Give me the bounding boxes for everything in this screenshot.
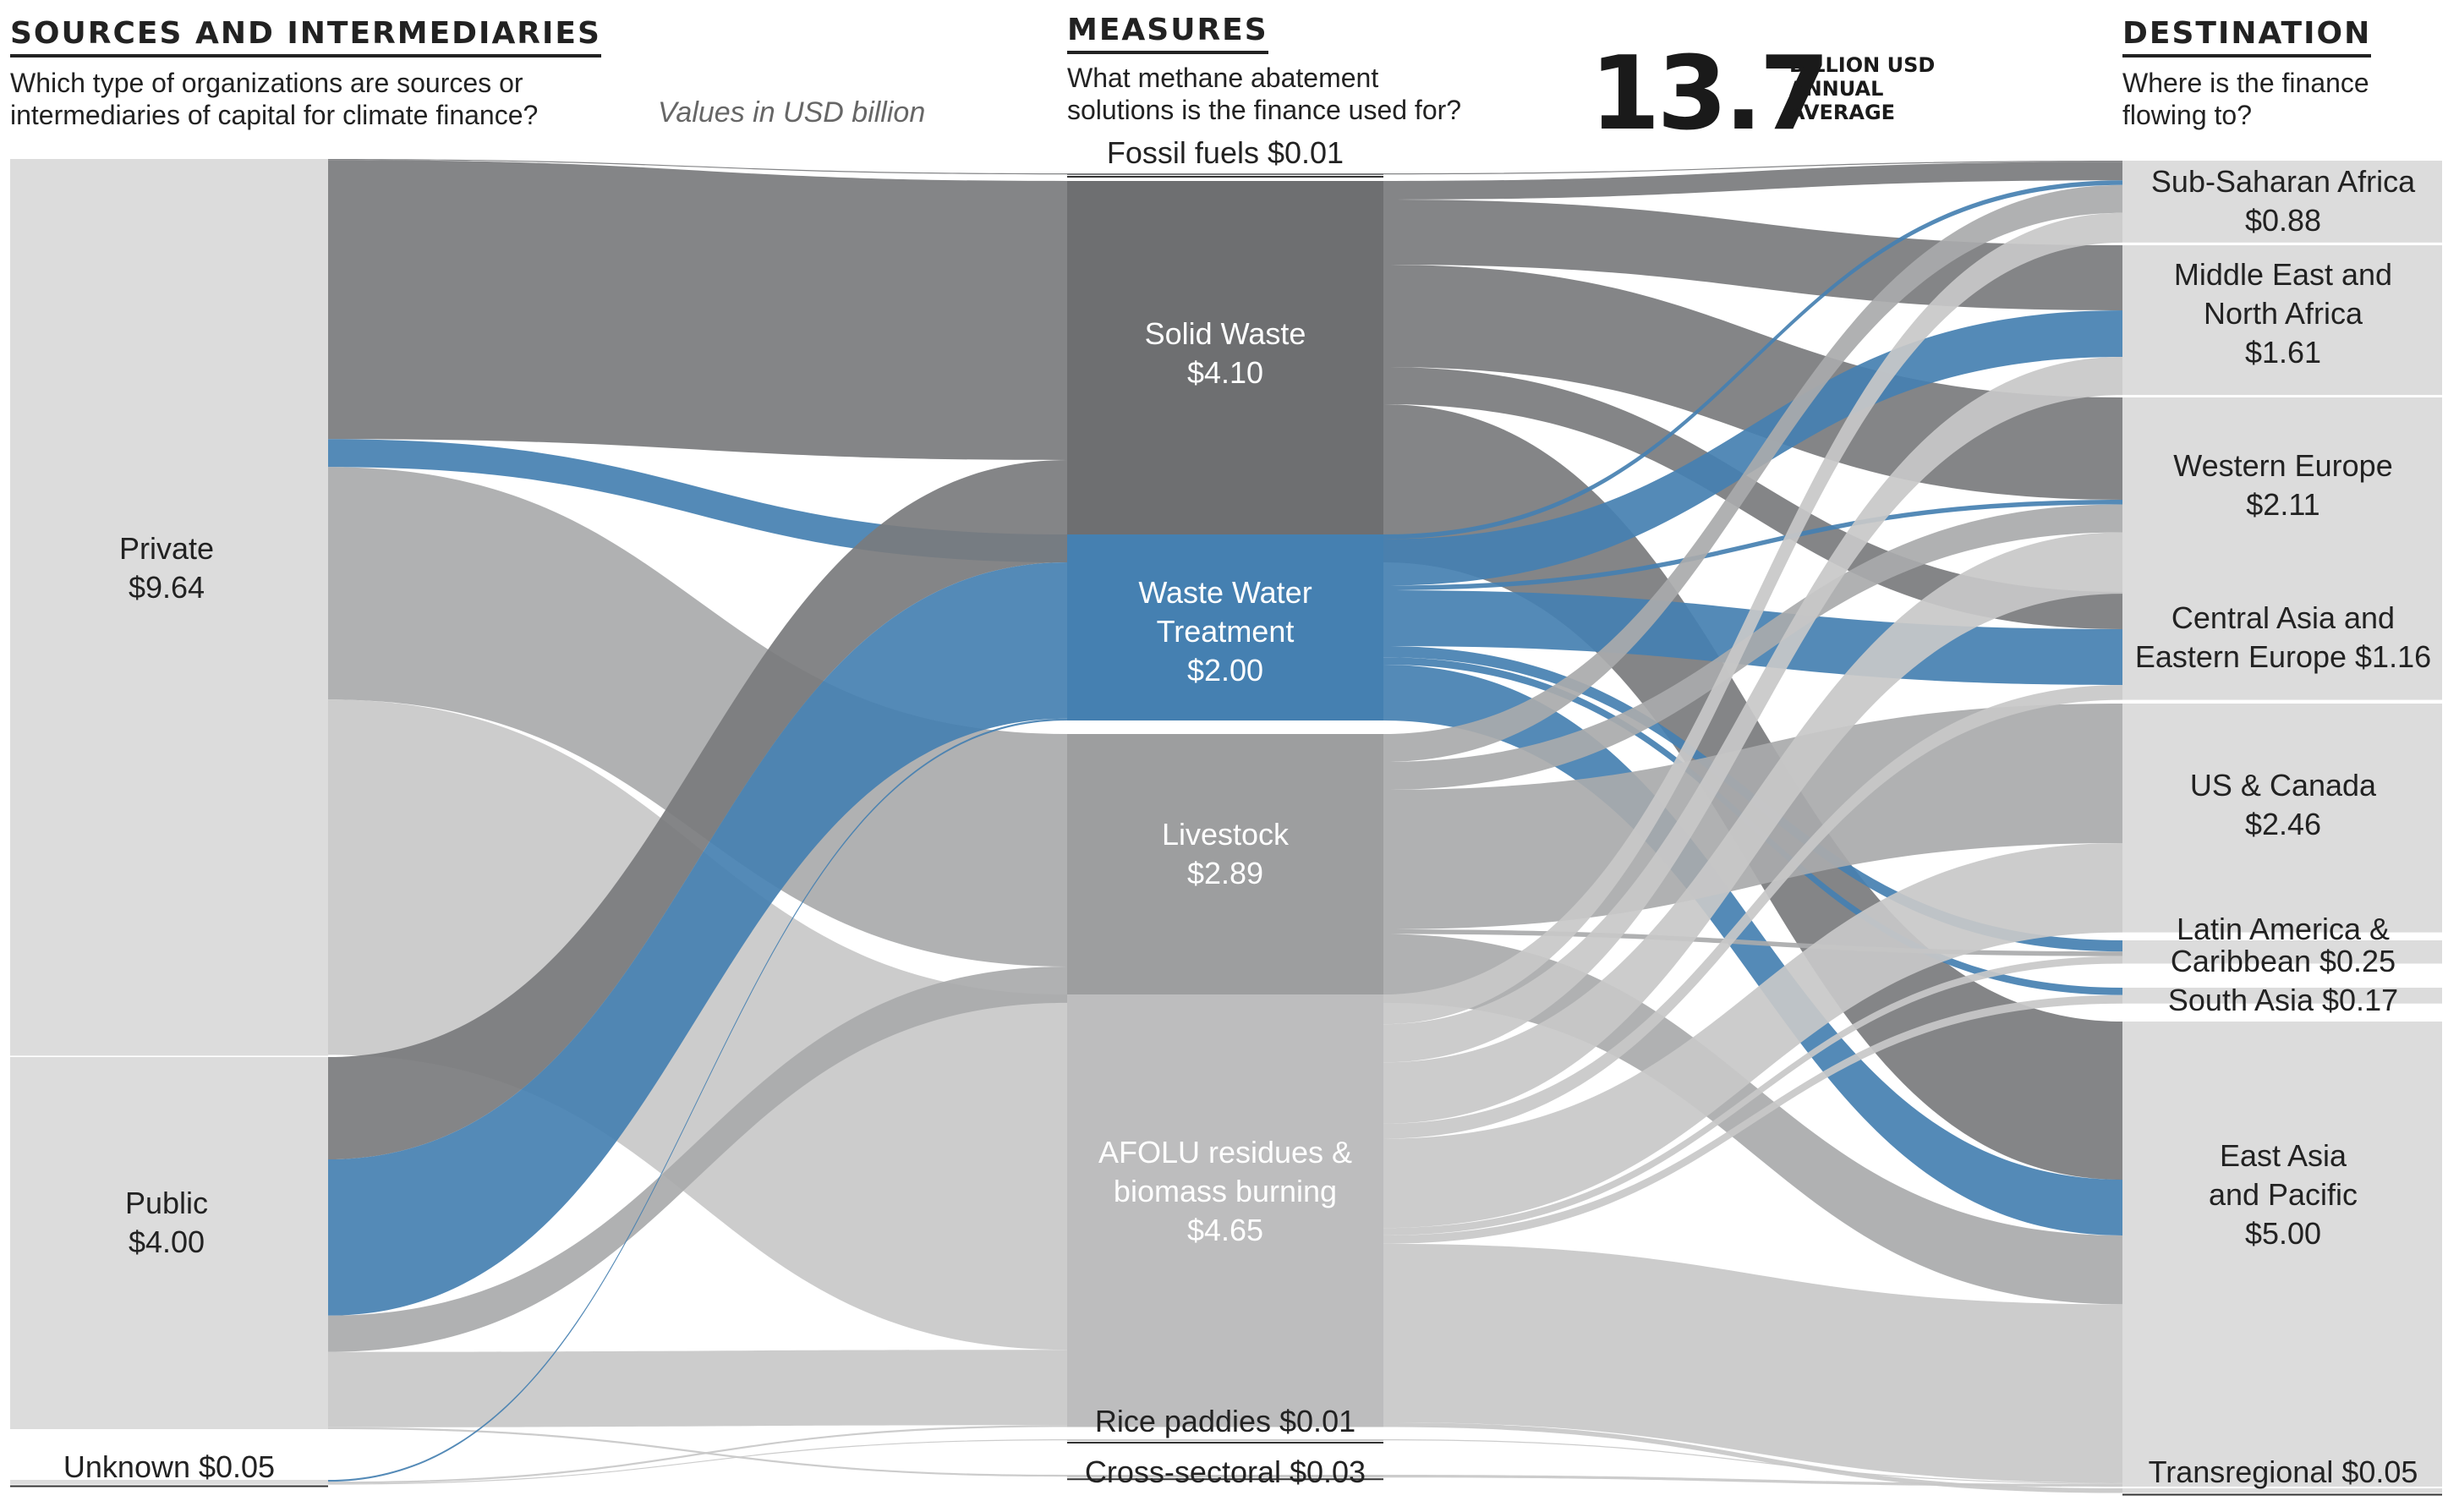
flow-wastewater-to-eap (1383, 665, 2122, 1235)
flow-solid-to-ssa (1383, 162, 2122, 200)
node-livestock (1067, 734, 1383, 1003)
node-eap (2122, 1022, 2442, 1487)
flow-afolu-to-trans (1383, 1422, 2122, 1493)
node-usca (2122, 704, 2442, 933)
flow-public-to-livestock (328, 967, 1067, 1352)
node-sasia (2122, 988, 2442, 1004)
values-note: Values in USD billion (658, 96, 926, 129)
node-solid (1067, 181, 1383, 562)
flow-livestock-to-ssa (1383, 184, 2122, 762)
node-label-east-asia: East Asia and Pacific $5.00 (2208, 1138, 2358, 1252)
flow-private-to-solid (328, 160, 1067, 460)
flow-afolu-to-eap (1383, 1243, 2122, 1483)
node-unknown (10, 1480, 328, 1485)
node-label-south-asia: South Asia $0.17 (2167, 983, 2399, 1017)
measures-subtitle: What methane abatement solutions is the … (1067, 63, 1462, 125)
flow-public-to-wastewater (328, 562, 1067, 1316)
flow-solid-to-mena (1383, 200, 2122, 310)
node-label-ssa: Sub-Saharan Africa $0.88 (2150, 164, 2416, 238)
node-caee (2122, 592, 2442, 700)
flow-afolu-to-latam (1383, 956, 2122, 1235)
flow-wastewater-to-ssa (1383, 180, 2122, 540)
node-label-afolu: AFOLU residues & biomass burning $4.65 (1098, 1135, 1353, 1248)
flow-afolu-to-usca (1383, 843, 2122, 1229)
flow-solid-to-caee (1383, 367, 2122, 629)
flow-unknown-to-afolu (328, 1425, 1067, 1484)
flow-wastewater-to-weu (1383, 500, 2122, 590)
node-label-livestock: Livestock $2.89 (1161, 817, 1290, 891)
flow-unknown-to-rice (328, 1439, 1067, 1485)
flow-private-to-livestock (328, 467, 1067, 967)
node-label-mena: Middle East and North Africa $1.61 (2173, 257, 2393, 370)
node-cross (1067, 1475, 1383, 1478)
sources-heading: SOURCES AND INTERMEDIARIES (10, 19, 601, 58)
flow-afolu-to-mena (1383, 357, 2122, 1063)
node-label-us-canada: US & Canada $2.46 (2189, 768, 2377, 842)
total-unit-line1: BILLION USD (1789, 53, 1936, 77)
flow-wastewater-to-mena (1383, 310, 2122, 586)
flow-livestock-to-weu (1383, 504, 2122, 790)
node-label-waste-water: Waste Water Treatment $2.00 (1138, 575, 1312, 688)
node-label-central-asia: Central Asia and Eastern Europe $1.16 (2134, 600, 2432, 675)
node-mena (2122, 245, 2442, 396)
flow-afolu-to-sasia (1383, 994, 2122, 1244)
flow-public-to-afolu (328, 1350, 1067, 1427)
node-label-private: Private $9.64 (118, 531, 215, 605)
node-label-unknown: Unknown $0.05 (63, 1449, 276, 1484)
node-label-solid-waste: Solid Waste $4.10 (1144, 316, 1306, 391)
node-latam (2122, 940, 2442, 964)
flow-afolu-to-ssa (1383, 212, 2122, 1025)
destination-subtitle: Where is the finance flowing to? (2122, 68, 2369, 130)
flow-rice-to-eap (1383, 1439, 2122, 1484)
flow-public-to-cross (328, 1427, 1067, 1477)
node-ssa (2122, 161, 2442, 243)
flow-private-to-fossil (328, 159, 1067, 175)
node-label-latin-america: Latin America & Caribbean $0.25 (2170, 912, 2396, 978)
node-label-transregional: Transregional $0.05 (2148, 1454, 2418, 1489)
sankey-nodes (10, 159, 2442, 1496)
node-wastewater (1067, 534, 1383, 720)
node-fossil (1067, 173, 1383, 175)
node-public (10, 1057, 328, 1429)
measures-heading: MEASURES (1067, 15, 1268, 54)
flow-afolu-to-caee (1383, 685, 2122, 1139)
node-label-cross-sectoral: Cross-sectoral $0.03 (1084, 1454, 1366, 1489)
sources-subtitle: Which type of organizations are sources … (10, 68, 539, 130)
flow-cross-to-eap (1383, 1475, 2122, 1487)
flow-fossil-to-ssa (1383, 161, 2122, 175)
node-private (10, 159, 328, 1056)
node-afolu (1067, 994, 1383, 1427)
flow-afolu-to-weu (1383, 532, 2122, 1124)
total-value: 13.7 (1590, 36, 1830, 153)
node-weu (2122, 397, 2442, 594)
source-measure-flows (328, 159, 1067, 1485)
node-label-public: Public $4.00 (124, 1186, 209, 1260)
total-unit-line2: ANNUAL (1789, 77, 1884, 101)
node-rice (1067, 1439, 1383, 1441)
destination-heading: DESTINATION (2122, 19, 2372, 58)
measure-destination-flows (1383, 161, 2122, 1493)
node-label-rice: Rice paddies $0.01 (1094, 1404, 1356, 1438)
flow-private-to-afolu (328, 699, 1067, 1350)
node-label-western-europe: Western Europe $2.11 (2173, 448, 2393, 523)
node-label-fossil: Fossil fuels $0.01 (1106, 135, 1344, 170)
flow-public-to-solid (328, 460, 1067, 1159)
node-trans (2122, 1488, 2442, 1493)
total-unit-line3: AVERAGE (1789, 101, 1896, 124)
flow-unknown-to-wastewater (328, 718, 1067, 1482)
